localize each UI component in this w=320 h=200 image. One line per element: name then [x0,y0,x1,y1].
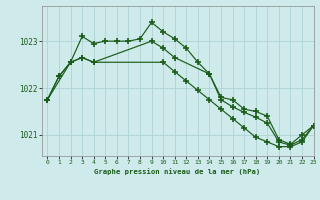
X-axis label: Graphe pression niveau de la mer (hPa): Graphe pression niveau de la mer (hPa) [94,168,261,175]
